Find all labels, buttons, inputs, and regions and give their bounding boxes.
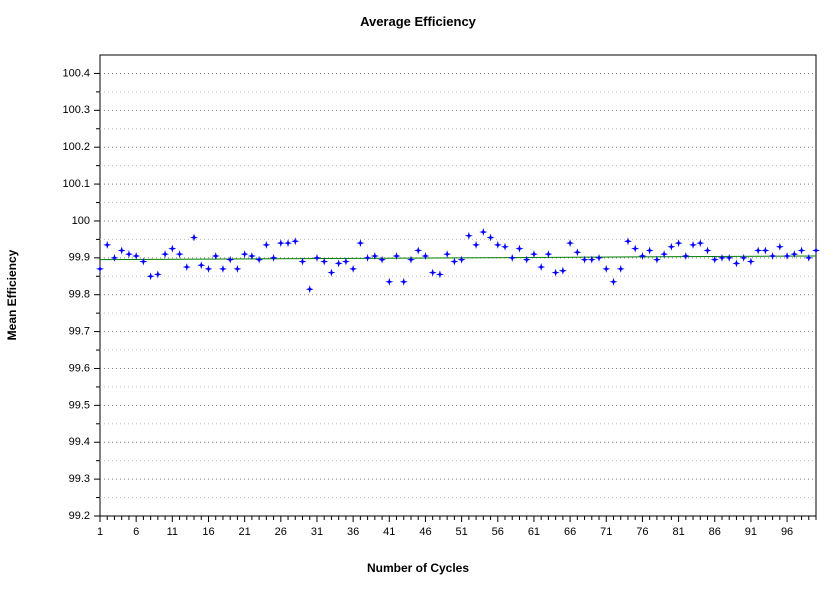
svg-text:99.5: 99.5	[69, 399, 90, 411]
svg-text:99.7: 99.7	[69, 326, 90, 338]
svg-text:76: 76	[636, 526, 648, 538]
svg-text:46: 46	[419, 526, 431, 538]
svg-text:86: 86	[709, 526, 721, 538]
svg-text:21: 21	[239, 526, 251, 538]
svg-text:16: 16	[202, 526, 214, 538]
svg-text:99.4: 99.4	[69, 436, 90, 448]
svg-text:100.3: 100.3	[62, 104, 90, 116]
svg-text:26: 26	[275, 526, 287, 538]
svg-text:1: 1	[97, 526, 103, 538]
svg-text:71: 71	[600, 526, 612, 538]
svg-text:100: 100	[72, 215, 90, 227]
svg-text:66: 66	[564, 526, 576, 538]
svg-text:99.8: 99.8	[69, 289, 90, 301]
svg-text:6: 6	[133, 526, 139, 538]
svg-text:61: 61	[528, 526, 540, 538]
svg-text:100.2: 100.2	[62, 141, 90, 153]
svg-text:91: 91	[745, 526, 757, 538]
svg-text:99.2: 99.2	[69, 510, 90, 522]
svg-text:99.6: 99.6	[69, 362, 90, 374]
svg-text:100.4: 100.4	[62, 67, 90, 79]
svg-text:41: 41	[383, 526, 395, 538]
svg-text:51: 51	[455, 526, 467, 538]
svg-text:56: 56	[492, 526, 504, 538]
svg-text:100.1: 100.1	[62, 178, 90, 190]
svg-text:99.3: 99.3	[69, 473, 90, 485]
chart-container: Average Efficiency Mean Efficiency Numbe…	[0, 0, 836, 589]
svg-text:81: 81	[672, 526, 684, 538]
svg-text:36: 36	[347, 526, 359, 538]
svg-text:99.9: 99.9	[69, 252, 90, 264]
svg-text:31: 31	[311, 526, 323, 538]
svg-text:96: 96	[781, 526, 793, 538]
scatter-plot: 99.2 99.3 99.4 99.5 99.6 99.7 99.8 99.9 100 100.1…	[0, 0, 836, 589]
svg-text:11: 11	[167, 526, 178, 538]
